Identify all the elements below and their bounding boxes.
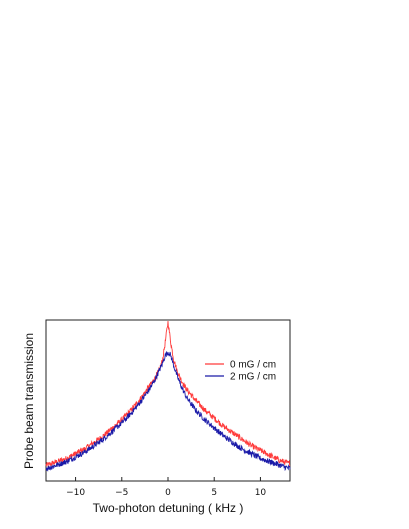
x-tick-label: 10 <box>255 488 267 498</box>
legend-label-series-2: 2 mG / cm <box>230 372 276 383</box>
series-layer <box>45 320 291 472</box>
series-line-2 <box>45 351 291 472</box>
series-line-1 <box>45 320 291 467</box>
x-ticks: −10 −5 0 5 10 <box>66 477 266 498</box>
x-tick-label: 5 <box>211 488 217 498</box>
x-tick-label: −5 <box>115 488 128 498</box>
legend-label-series-1: 0 mG / cm <box>230 360 276 371</box>
x-tick-label: 0 <box>165 488 171 498</box>
legend: 0 mG / cm 2 mG / cm <box>205 360 276 383</box>
plot-frame <box>45 319 291 482</box>
x-axis-label: Two-photon detuning ( kHz ) <box>93 501 244 515</box>
y-axis-label: Probe beam transmission <box>22 333 36 469</box>
x-tick-label: −10 <box>66 488 85 498</box>
